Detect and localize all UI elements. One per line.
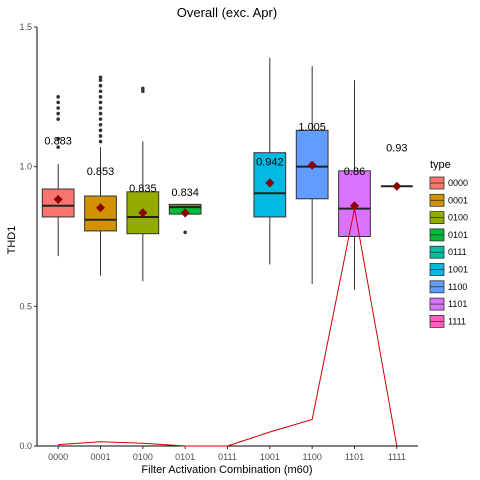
x-axis-label: Filter Activation Combination (m60): [141, 464, 312, 476]
outlier-point: [98, 100, 103, 105]
outlier-point: [98, 134, 103, 138]
box-0101: [168, 203, 202, 235]
x-tick-label: 1100: [302, 452, 321, 462]
outlier-point: [98, 106, 103, 110]
outlier-point: [98, 111, 103, 116]
mean-label-0001: 0.853: [87, 166, 115, 178]
x-tick-label: 0100: [133, 452, 153, 462]
mean-label-0101: 0.834: [171, 187, 199, 199]
outlier-point: [141, 86, 145, 91]
box-0001: [84, 75, 117, 276]
x-tick-label: 1101: [345, 452, 364, 462]
mean-label-0100: 0.835: [129, 183, 157, 195]
mean-marker: [53, 194, 63, 204]
outlier-point: [56, 100, 60, 105]
outlier-point: [56, 136, 60, 141]
legend-item-1111: 1111: [429, 314, 466, 328]
box-1101: [338, 80, 371, 290]
legend-label: 1101: [448, 299, 467, 309]
box-1001: [253, 57, 287, 265]
x-tick-label: 0111: [218, 452, 237, 462]
y-tick-label: 0.5: [19, 301, 32, 311]
mean-marker: [138, 208, 148, 218]
box-0100: [126, 86, 160, 282]
outlier-point: [98, 139, 103, 144]
mean-marker: [96, 203, 105, 213]
legend-label: 1001: [448, 265, 468, 275]
chart-title: Overall (exc. Apr): [177, 5, 277, 20]
outlier-point: [98, 89, 103, 94]
legend-item-1001: 1001: [429, 263, 468, 276]
outlier-point: [56, 145, 60, 149]
box-body: [41, 188, 75, 218]
mean-marker: [307, 160, 317, 170]
outlier-point: [56, 106, 60, 110]
mean-marker: [180, 208, 190, 218]
x-tick-label: 0101: [175, 452, 195, 462]
box-body: [84, 195, 117, 232]
legend-label: 0100: [448, 213, 468, 223]
box-1111: [380, 181, 413, 191]
mean-label-1100: 1.005: [298, 121, 326, 133]
mean-marker: [392, 181, 402, 191]
legend-label: 0111: [448, 247, 467, 257]
legend-label: 0000: [448, 178, 468, 188]
y-tick-label: 0.0: [19, 441, 32, 451]
plot-area: 0.883 0.853 0.835 0.834 0.942 1.005 0.86 0.93: [41, 57, 413, 447]
legend-item-0001: 0001: [429, 193, 468, 207]
mean-label-0000: 0.883: [44, 135, 72, 147]
outlier-point: [183, 230, 187, 235]
mean-marker: [350, 201, 359, 211]
x-tick-label: 0001: [90, 452, 110, 462]
y-tick-label: 1.0: [19, 162, 32, 172]
legend-item-0101: 0101: [429, 228, 468, 242]
outlier-point: [98, 95, 103, 99]
red-series-line: [58, 208, 398, 447]
outlier-point: [56, 111, 60, 116]
legend-item-0100: 0100: [429, 211, 468, 225]
x-tick-label: 1111: [388, 452, 406, 462]
y-tick-label: 1.5: [19, 22, 32, 32]
legend-label: 0101: [448, 230, 468, 240]
legend-item-1100: 1100: [429, 280, 467, 294]
legend-title: type: [430, 159, 451, 171]
box-1100: [295, 66, 329, 284]
outlier-point: [56, 95, 60, 99]
box-0000: [41, 95, 75, 257]
mean-label-1101: 0.86: [344, 166, 365, 178]
legend-label: 1100: [448, 282, 467, 292]
legend-item-0000: 0000: [429, 176, 468, 190]
mean-marker: [265, 178, 275, 188]
y-axis-label: THD1: [6, 226, 18, 255]
legend-label: 0001: [448, 195, 468, 205]
outlier-point: [98, 83, 103, 88]
mean-label-1111: 0.93: [386, 142, 407, 154]
mean-label-1001: 0.942: [256, 156, 284, 168]
legend-label: 1111: [448, 316, 466, 326]
outlier-point: [98, 122, 103, 127]
outlier-point: [98, 78, 103, 82]
legend: type 0000 0001 0100 0101 0111 1001 1100 1101 1111: [429, 159, 468, 328]
outlier-point: [98, 75, 103, 80]
legend-item-0111: 0111: [429, 245, 467, 259]
outlier-point: [98, 128, 103, 133]
x-tick-label: 0000: [48, 452, 68, 462]
outlier-point: [141, 89, 145, 94]
axes: 0.0 0.5 1.0 1.5 0000 0001 0100 0101 0111 1001 1100…: [19, 22, 418, 462]
outlier-point: [98, 117, 103, 121]
x-tick-label: 1001: [260, 452, 280, 462]
legend-item-1101: 1101: [429, 297, 467, 311]
outlier-point: [56, 117, 60, 121]
